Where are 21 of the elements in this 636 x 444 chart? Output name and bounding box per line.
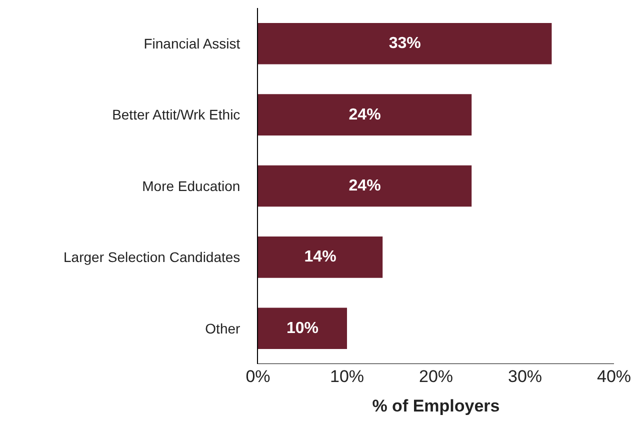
data-label: 33%: [388, 35, 421, 52]
bar: [258, 165, 472, 207]
bar: [258, 22, 552, 64]
data-label: 24%: [348, 178, 381, 194]
y-tick-label: Larger Selection Candidates: [64, 249, 240, 266]
x-tick-label: 30%: [508, 367, 542, 386]
x-tick-label: 10%: [330, 367, 364, 386]
y-tick-label: Other: [205, 320, 241, 336]
x-axis-title: % of Employers: [372, 396, 500, 416]
x-tick-label: 20%: [418, 367, 454, 386]
data-label: 14%: [304, 248, 336, 266]
y-tick-label: Financial Assist: [144, 36, 240, 52]
bar: [258, 94, 472, 136]
x-tick-label: 0%: [246, 367, 270, 386]
data-label: 24%: [348, 106, 381, 124]
y-tick-label: More Education: [142, 178, 240, 194]
data-label: 10%: [286, 320, 319, 337]
x-tick-label: 40%: [596, 367, 632, 386]
y-tick-label: Better Attit/Wrk Ethic: [112, 106, 240, 123]
bar: [258, 236, 383, 278]
bar: [258, 308, 347, 350]
